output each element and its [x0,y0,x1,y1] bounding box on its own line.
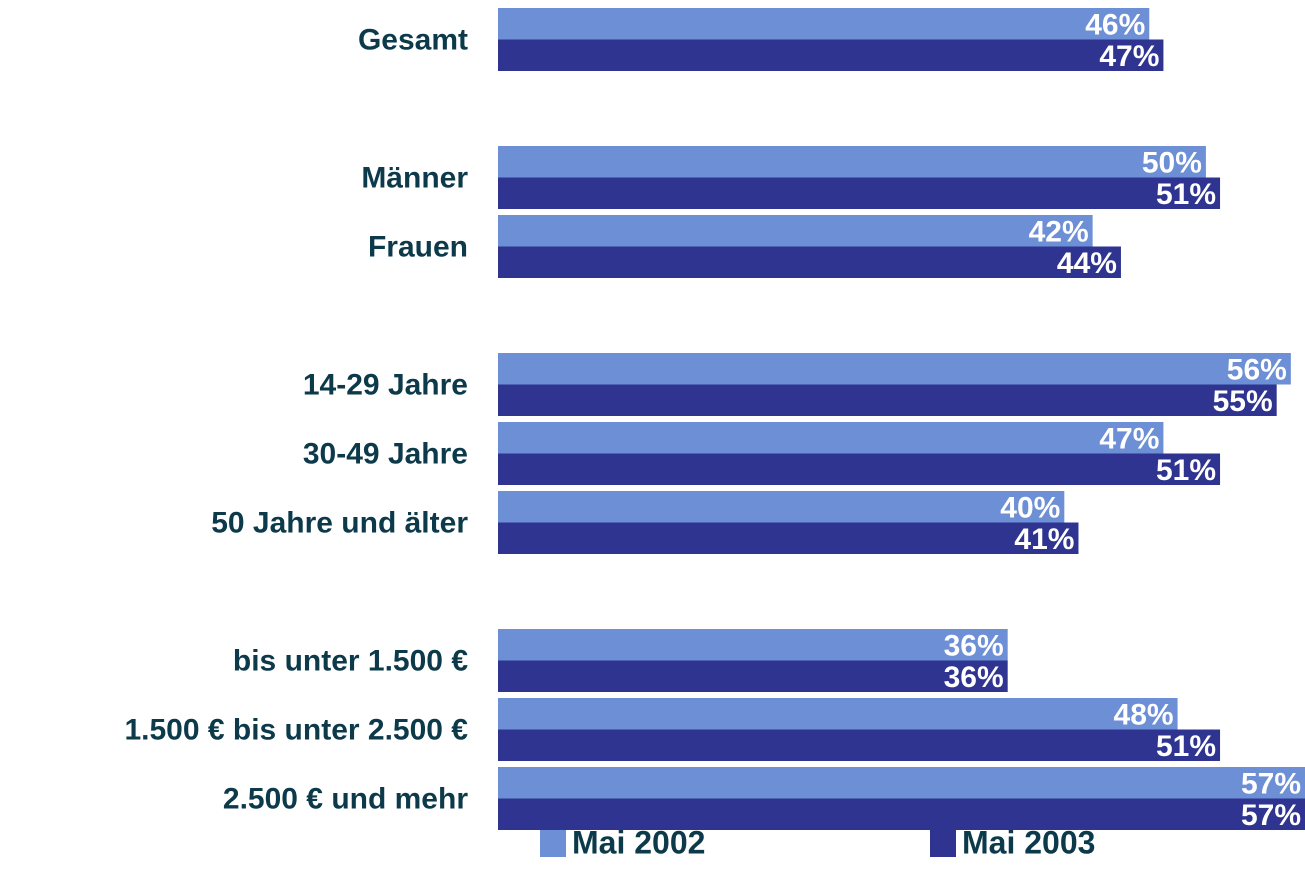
category-label: Frauen [368,230,468,263]
value-label: 44% [1057,247,1117,280]
category-label: Gesamt [358,23,468,56]
value-label: 36% [944,661,1004,694]
bar [498,522,1079,554]
bar [498,422,1164,454]
bar [498,453,1221,485]
value-label: 57% [1241,768,1301,801]
bar [498,246,1121,278]
bar [498,39,1164,71]
category-label: 50 Jahre und älter [211,506,468,539]
bar [498,353,1291,385]
legend-label: Mai 2003 [962,824,1095,860]
bar [498,146,1206,178]
value-label: 50% [1142,147,1202,180]
legend-swatch [930,830,956,857]
bar [498,767,1305,799]
bar [498,384,1277,416]
category-label: 1.500 € bis unter 2.500 € [124,713,468,746]
bar [498,8,1150,40]
value-label: 48% [1114,699,1174,732]
value-label: 57% [1241,799,1301,832]
value-label: 51% [1156,178,1216,211]
value-label: 55% [1213,385,1273,418]
value-label: 47% [1099,423,1159,456]
bar [498,729,1221,761]
value-label: 51% [1156,454,1216,487]
bar [498,491,1065,523]
category-label: bis unter 1.500 € [233,644,468,677]
category-label: 14-29 Jahre [303,368,468,401]
category-label: 2.500 € und mehr [223,782,468,815]
value-label: 51% [1156,730,1216,763]
bar [498,798,1305,830]
bar [498,660,1008,692]
category-label: Männer [361,161,468,194]
value-label: 56% [1227,354,1287,387]
legend-label: Mai 2002 [572,824,705,860]
value-label: 36% [944,630,1004,663]
value-label: 46% [1085,9,1145,42]
bar [498,177,1221,209]
value-label: 41% [1014,523,1074,556]
value-label: 47% [1099,40,1159,73]
legend-swatch [540,830,566,857]
category-label: 30-49 Jahre [303,437,468,470]
bar [498,698,1178,730]
value-label: 40% [1000,492,1060,525]
value-label: 42% [1029,216,1089,249]
bar [498,629,1008,661]
bar [498,215,1093,247]
